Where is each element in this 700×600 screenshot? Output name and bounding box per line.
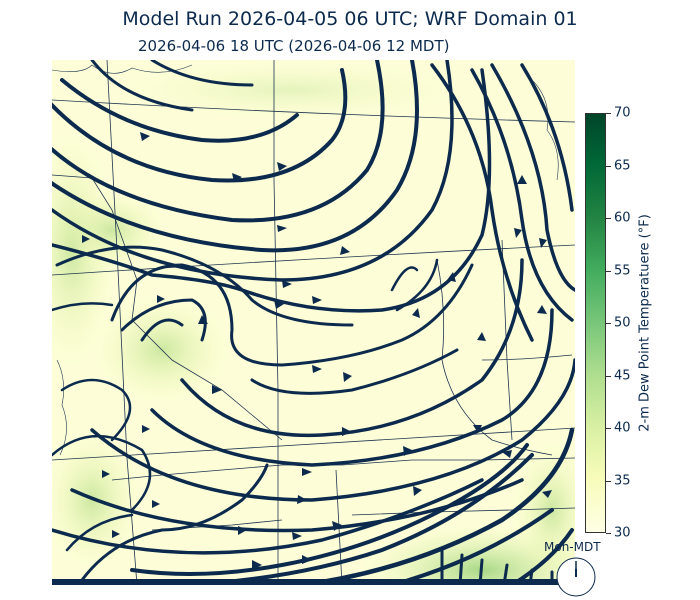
- colorbar-tick: [606, 533, 611, 534]
- streamline-arrows: [82, 132, 552, 570]
- colorbar-tick: [606, 428, 611, 429]
- colorbar-tick-label: 70: [614, 105, 631, 121]
- dewpoint-map: [52, 60, 575, 585]
- dewpoint-area-northwest: [57, 190, 167, 270]
- colorbar-tick-label: 55: [614, 263, 631, 278]
- colorbar-tick-label: 50: [614, 315, 631, 331]
- wind-streamlines: [52, 60, 575, 585]
- colorbar: [585, 113, 606, 533]
- colorbar-tick: [606, 218, 611, 219]
- map-bottom-border: [52, 579, 575, 585]
- colorbar-tick-label: 40: [614, 420, 631, 436]
- coastline-detail: [52, 64, 559, 456]
- colorbar-tick: [606, 323, 611, 324]
- map-title: Model Run 2026-04-05 06 UTC; WRF Domain …: [122, 8, 578, 30]
- colorbar-tick-label: 35: [614, 473, 631, 488]
- colorbar-tick: [606, 113, 611, 114]
- colorbar-tick-label: 60: [614, 210, 631, 226]
- colorbar-tick-label: 30: [614, 525, 631, 541]
- colorbar-tick: [606, 165, 611, 167]
- colorbar-tick-label: 45: [614, 368, 631, 383]
- colorbar-tick: [606, 480, 611, 482]
- map-subtitle: 2026-04-06 18 UTC (2026-04-06 12 MDT): [138, 37, 450, 55]
- colorbar-tick: [606, 375, 611, 377]
- clock-label: Mon-MDT: [544, 540, 601, 554]
- colorbar-tick-label: 65: [614, 158, 631, 173]
- colorbar-tick: [606, 270, 611, 272]
- clock-icon: [556, 557, 596, 597]
- colorbar-label: 2-m Dew Point Temperatuere (°F): [637, 214, 653, 432]
